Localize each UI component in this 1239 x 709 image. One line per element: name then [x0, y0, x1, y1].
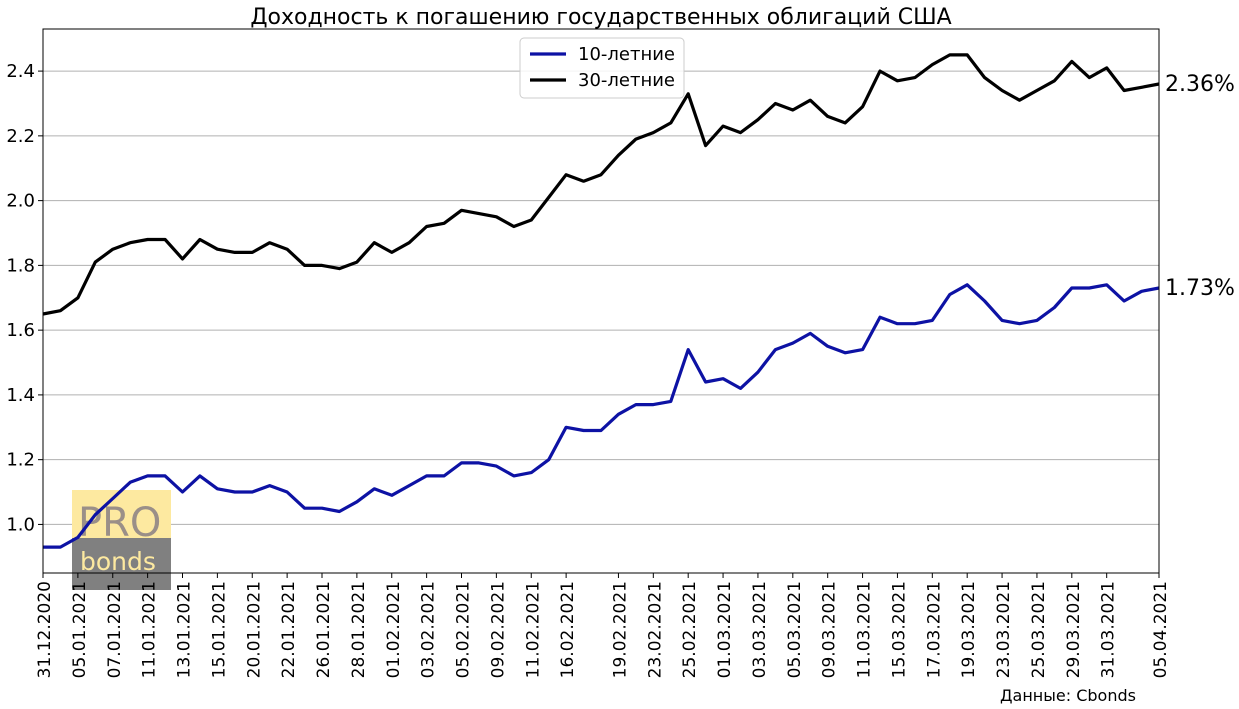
x-tick-label: 17.03.2021: [924, 581, 944, 678]
logo-bonds-text: bonds: [80, 547, 156, 576]
x-tick-label: 01.03.2021: [715, 581, 735, 678]
x-tick-label: 01.02.2021: [384, 581, 404, 678]
x-tick-label: 19.03.2021: [959, 581, 979, 678]
y-tick-label: 2.2: [6, 126, 35, 147]
x-tick-label: 15.03.2021: [889, 581, 909, 678]
gridlines: [43, 70, 1159, 525]
y-tick-label: 1.8: [6, 255, 35, 276]
x-tick-label: 16.02.2021: [558, 581, 578, 678]
x-tick-label: 29.03.2021: [1064, 581, 1084, 678]
x-tick-label: 25.02.2021: [680, 581, 700, 678]
legend: 10-летние 30-летние: [519, 37, 685, 99]
x-tick-label: 22.01.2021: [279, 581, 299, 678]
y-tick-label: 2.0: [6, 191, 35, 212]
x-tick-label: 19.02.2021: [610, 581, 630, 678]
x-tick-labels: 31.12.2020 05.01.2021 07.01.2021 11.01.2021…: [35, 573, 1171, 678]
x-tick-label: 05.04.2021: [1151, 581, 1171, 678]
logo-top-block: [72, 490, 171, 538]
x-tick-label: 25.03.2021: [1029, 581, 1049, 678]
x-tick-label: 31.12.2020: [35, 581, 55, 678]
end-value-labels: 1.73% 2.36%: [1165, 72, 1235, 301]
x-tick-label: 09.02.2021: [488, 581, 508, 678]
y-tick-label: 1.4: [6, 385, 35, 406]
x-tick-label: 31.03.2021: [1099, 581, 1119, 678]
y-tick-label: 2.4: [6, 61, 35, 82]
x-tick-label: 11.03.2021: [855, 581, 875, 678]
x-tick-label: 26.01.2021: [314, 581, 334, 678]
x-tick-label: 23.02.2021: [645, 581, 665, 678]
plot-frame: [42, 28, 1160, 574]
x-tick-label: 09.03.2021: [820, 581, 840, 678]
x-tick-label: 05.03.2021: [785, 581, 805, 678]
x-tick-label: 05.01.2021: [70, 581, 90, 678]
logo-pro-text: PRO: [78, 500, 161, 546]
y-tick-label: 1.6: [6, 320, 35, 341]
x-tick-label: 03.02.2021: [419, 581, 439, 678]
source-note: Данные: Cbonds: [1000, 686, 1136, 705]
y-tick-labels: 1.0 1.2 1.4 1.6 1.8 2.0 2.2 2.4: [6, 61, 43, 535]
y-tick-label: 1.0: [6, 514, 35, 535]
x-tick-label: 28.01.2021: [349, 581, 369, 678]
x-tick-label: 23.03.2021: [994, 581, 1014, 678]
x-tick-label: 05.02.2021: [454, 581, 474, 678]
x-tick-label: 03.03.2021: [750, 581, 770, 678]
line-30y: [42, 53, 1160, 316]
line-10y: [43, 283, 1160, 549]
end-label-10y: 1.73%: [1165, 276, 1235, 301]
x-tick-label: 11.02.2021: [523, 581, 543, 678]
x-tick-label: 07.01.2021: [105, 581, 125, 678]
x-tick-label: 15.01.2021: [209, 581, 229, 678]
y-tick-label: 1.2: [6, 450, 35, 471]
x-tick-label: 20.01.2021: [244, 581, 264, 678]
logo-bottom-block: [72, 538, 171, 590]
axes: [42, 28, 1160, 574]
legend-label-30y: 30-летние: [578, 70, 675, 91]
x-tick-label: 11.01.2021: [140, 581, 160, 678]
probonds-logo: PRO bonds: [72, 490, 171, 590]
x-tick-label: 13.01.2021: [175, 581, 195, 678]
series-lines: [42, 53, 1160, 549]
end-label-30y: 2.36%: [1165, 72, 1235, 97]
chart-title: Доходность к погашению государственных о…: [250, 5, 951, 30]
legend-label-10y: 10-летние: [578, 44, 675, 65]
